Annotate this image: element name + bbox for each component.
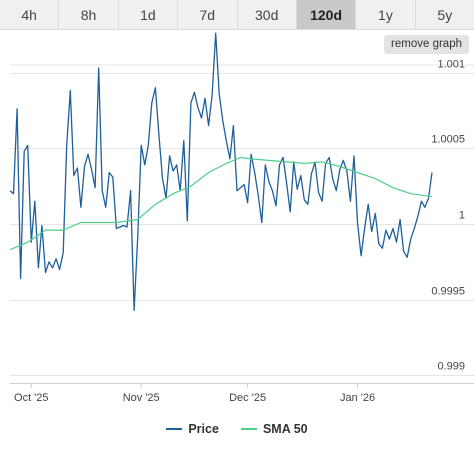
x-axis-ticks: Oct '25 Nov '25 Dec '25 Jan '26 xyxy=(14,383,375,404)
tab-30d[interactable]: 30d xyxy=(237,0,297,30)
x-tick-label: Jan '26 xyxy=(340,392,375,404)
tab-1y[interactable]: 1y xyxy=(356,0,416,30)
range-tabs: 4h 8h 1d 7d 30d 120d 1y 5y xyxy=(0,0,474,30)
legend-swatch xyxy=(240,428,257,430)
x-tick-label: Oct '25 xyxy=(14,392,49,404)
legend-label: Price xyxy=(188,422,219,436)
tab-1d[interactable]: 1d xyxy=(118,0,179,30)
y-tick-label: 1.0005 xyxy=(431,134,465,146)
y-tick-label: 1 xyxy=(459,210,465,222)
x-tick-label: Dec '25 xyxy=(229,392,266,404)
series-lines xyxy=(9,32,433,311)
x-tick-label: Nov '25 xyxy=(123,392,160,404)
tab-4h[interactable]: 4h xyxy=(0,0,60,30)
legend-item-sma-50[interactable]: SMA 50 xyxy=(240,419,308,439)
tab-5y[interactable]: 5y xyxy=(415,0,474,30)
tab-120d[interactable]: 120d xyxy=(296,0,357,30)
y-tick-label: 0.999 xyxy=(437,361,465,373)
tab-7d[interactable]: 7d xyxy=(178,0,238,30)
series-line-sma-50 xyxy=(9,156,433,251)
legend-swatch xyxy=(166,428,183,430)
legend-item-price[interactable]: Price xyxy=(166,419,219,439)
grid-lines xyxy=(10,64,474,384)
legend-label: SMA 50 xyxy=(262,422,308,436)
tab-8h[interactable]: 8h xyxy=(59,0,119,30)
remove-graph-button[interactable]: remove graph xyxy=(384,35,469,54)
chart-legend: Price SMA 50 xyxy=(0,419,474,439)
series-line-price xyxy=(9,32,433,311)
y-tick-label: 1.001 xyxy=(437,59,465,71)
y-axis-ticks: 0.999 0.9995 1 1.0005 1.001 xyxy=(431,59,465,373)
price-chart: 0.999 0.9995 1 1.0005 1.001 Oct '25 Nov '25 De… xyxy=(9,32,474,404)
y-tick-label: 0.9995 xyxy=(431,286,465,298)
